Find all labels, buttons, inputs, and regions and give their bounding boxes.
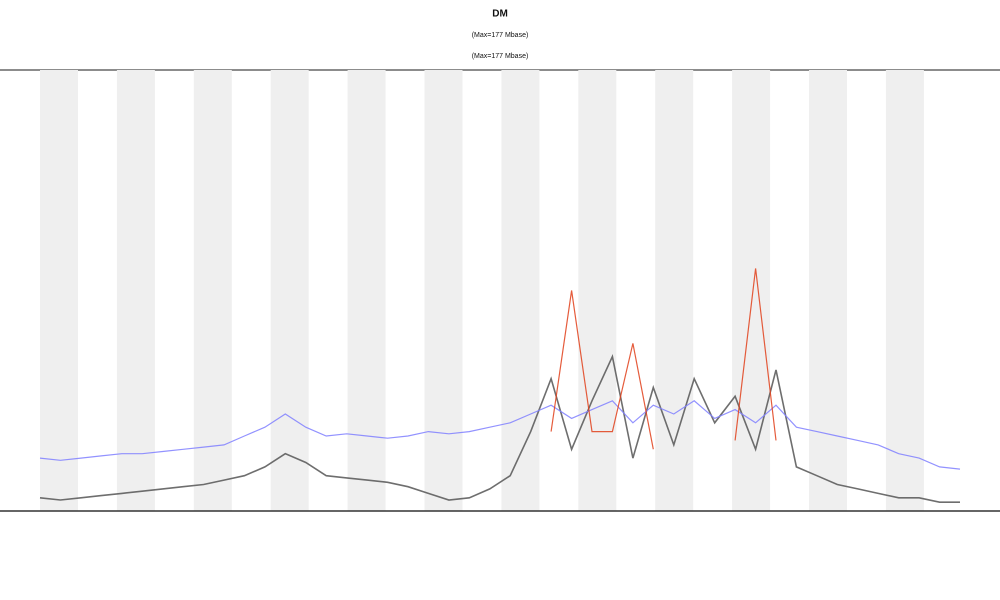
series-line bbox=[550, 268, 777, 450]
band bbox=[193, 70, 232, 511]
chart-title: DM bbox=[492, 9, 508, 20]
band bbox=[655, 70, 694, 511]
band bbox=[347, 70, 386, 511]
series-line bbox=[39, 400, 961, 470]
band bbox=[578, 70, 617, 511]
band bbox=[116, 70, 155, 511]
band bbox=[270, 70, 309, 511]
series-line bbox=[39, 354, 960, 503]
band bbox=[732, 70, 771, 511]
band bbox=[809, 70, 847, 511]
chart-subtitle: (Max=177 Mbase) bbox=[472, 32, 529, 39]
chart-subtitle: (Max=177 Mbase) bbox=[472, 53, 529, 60]
band bbox=[40, 70, 78, 511]
band bbox=[424, 70, 463, 511]
band bbox=[501, 70, 540, 511]
band bbox=[885, 70, 924, 511]
